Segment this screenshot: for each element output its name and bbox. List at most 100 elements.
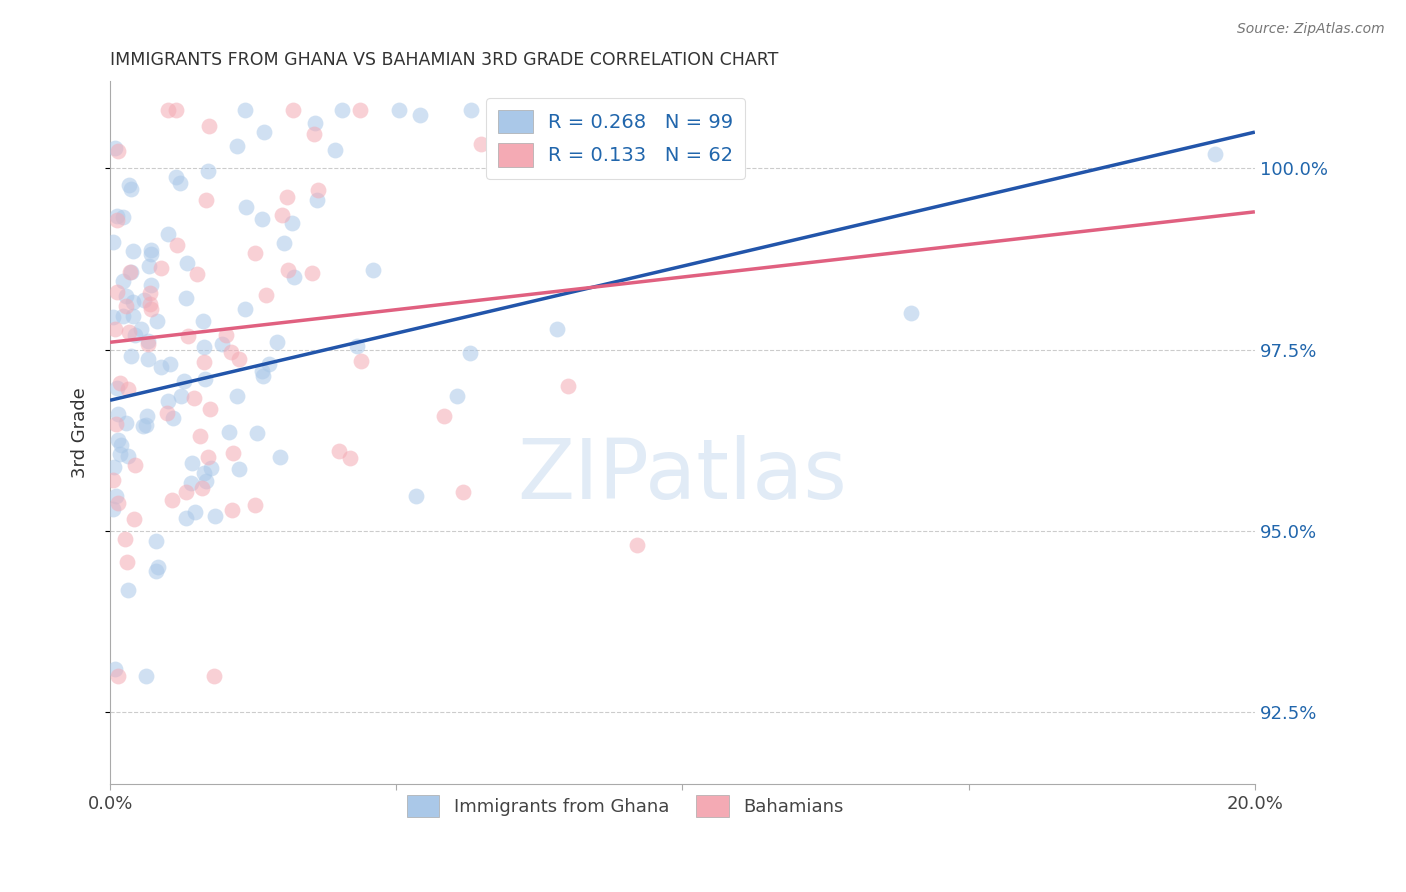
Point [114,532,136,546]
Point [103,460,125,475]
Point [111,210,134,224]
Point [228,462,250,476]
Point [138,259,160,273]
Point [132,293,155,307]
Point [103,473,125,487]
Point [105,285,128,300]
Point [453,484,475,499]
Point [193,466,215,480]
Point [218,425,240,439]
Point [166,238,188,252]
Point [169,389,191,403]
Point [250,211,273,226]
Point [184,505,207,519]
Point [139,302,162,317]
Point [235,200,257,214]
Point [557,378,579,392]
Point [149,260,172,275]
Point [253,125,276,139]
Point [215,327,238,342]
Point [115,299,138,313]
Point [165,169,187,184]
Point [233,301,256,316]
Point [157,393,180,408]
Point [198,402,221,417]
Legend: Immigrants from Ghana, Bahamians: Immigrants from Ghana, Bahamians [399,789,851,824]
Point [339,451,361,466]
Point [148,560,170,574]
Point [330,103,353,118]
Point [174,484,197,499]
Point [121,244,143,258]
Point [160,493,183,508]
Point [173,374,195,388]
Point [122,309,145,323]
Point [225,139,247,153]
Point [159,357,181,371]
Point [112,274,135,288]
Point [281,103,304,118]
Point [107,407,129,421]
Point [323,143,346,157]
Point [266,335,288,350]
Point [145,533,167,548]
Text: IMMIGRANTS FROM GHANA VS BAHAMIAN 3RD GRADE CORRELATION CHART: IMMIGRANTS FROM GHANA VS BAHAMIAN 3RD GR… [110,51,779,69]
Point [104,662,127,676]
Point [136,351,159,366]
Point [129,321,152,335]
Point [117,449,139,463]
Point [405,489,427,503]
Point [108,376,131,390]
Point [245,498,267,512]
Point [112,310,135,324]
Point [136,336,159,351]
Point [900,306,922,320]
Point [304,116,326,130]
Point [328,443,350,458]
Point [101,501,124,516]
Point [177,328,200,343]
Point [246,425,269,440]
Point [301,266,323,280]
Point [191,313,214,327]
Point [281,216,304,230]
Point [120,265,142,279]
Point [183,391,205,405]
Point [156,406,179,420]
Point [254,288,277,302]
Point [458,345,481,359]
Text: Source: ZipAtlas.com: Source: ZipAtlas.com [1237,22,1385,37]
Point [186,268,208,282]
Point [117,382,139,396]
Text: ZIPatlas: ZIPatlas [517,434,848,516]
Point [105,213,128,227]
Point [105,489,128,503]
Point [124,512,146,526]
Point [141,278,163,293]
Point [252,368,274,383]
Point [114,416,136,430]
Point [193,340,215,354]
Point [139,243,162,257]
Point [204,508,226,523]
Point [138,334,160,349]
Point [191,481,214,495]
Point [250,364,273,378]
Point [546,321,568,335]
Point [118,325,141,339]
Point [122,294,145,309]
Point [156,227,179,241]
Point [270,208,292,222]
Point [131,419,153,434]
Point [117,583,139,598]
Point [115,555,138,569]
Point [277,263,299,277]
Point [169,176,191,190]
Point [107,144,129,158]
Point [626,538,648,552]
Point [180,457,202,471]
Point [228,352,250,367]
Point [446,388,468,402]
Point [180,476,202,491]
Point [146,314,169,328]
